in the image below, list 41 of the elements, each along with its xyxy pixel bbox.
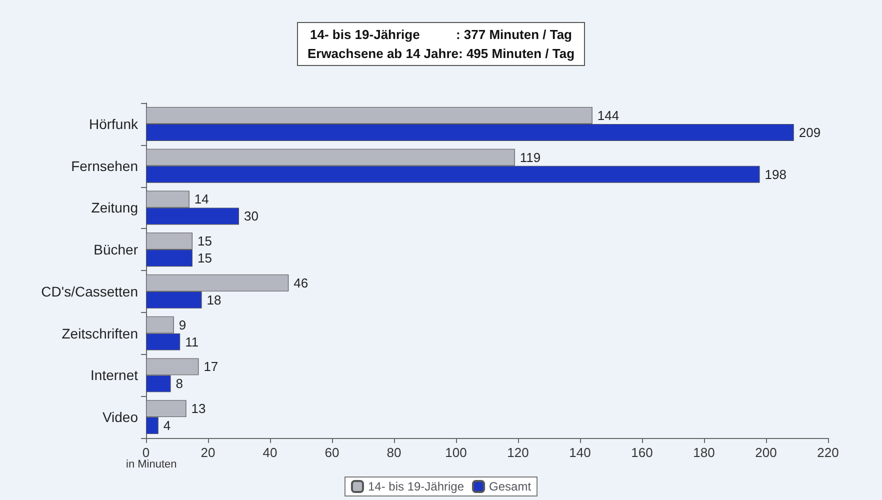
data-label: 15 [198, 250, 212, 266]
data-label: 4 [163, 418, 171, 434]
x-tick-label: 60 [324, 445, 340, 460]
y-tick-label: Internet [90, 367, 138, 384]
y-tick-label: Bücher [94, 242, 138, 258]
data-label: 144 [597, 108, 620, 123]
data-label: 14 [194, 192, 209, 207]
data-label: 11 [185, 334, 199, 350]
y-axis-title: in Minuten [126, 458, 177, 470]
y-tick-label: CD's/Cassetten [41, 283, 138, 300]
data-label: 13 [191, 401, 206, 416]
legend-label: Gesamt [489, 480, 532, 494]
x-tick-label: 200 [755, 445, 777, 460]
data-label: 119 [520, 150, 541, 165]
chart-subtitle: Erwachsene ab 14 Jahre: 495 Minuten / Tag [307, 46, 575, 61]
x-tick-label: 160 [631, 445, 653, 460]
legend-label: 14- bis 19-Jährige [368, 480, 464, 494]
y-tick-label: Hörfunk [88, 116, 139, 132]
data-label: 17 [204, 359, 218, 374]
x-tick-label: 100 [445, 445, 467, 460]
x-tick-label: 80 [386, 445, 402, 460]
data-label: 198 [764, 166, 787, 182]
data-label: 18 [206, 292, 222, 308]
x-tick-label: 40 [262, 445, 278, 460]
data-label: 8 [176, 376, 184, 392]
data-label: 15 [198, 234, 212, 249]
data-label: 9 [178, 317, 186, 332]
x-tick-label: 0 [142, 445, 150, 460]
x-tick-label: 120 [507, 445, 529, 460]
chart-title: 14- bis 19-Jährige : 377 Minuten / Tag [310, 27, 572, 42]
data-label: 46 [294, 275, 308, 290]
x-tick-label: 140 [569, 445, 591, 460]
x-tick-label: 180 [693, 445, 715, 460]
data-label: 30 [244, 208, 258, 224]
data-label: 209 [798, 124, 821, 140]
x-tick-label: 220 [817, 445, 839, 460]
y-tick-label: Zeitung [91, 200, 138, 216]
x-tick-label: 20 [200, 445, 216, 460]
y-tick-label: Video [102, 409, 138, 426]
y-tick-label: Zeitschriften [62, 325, 138, 342]
y-tick-label: Fernsehen [71, 158, 138, 174]
